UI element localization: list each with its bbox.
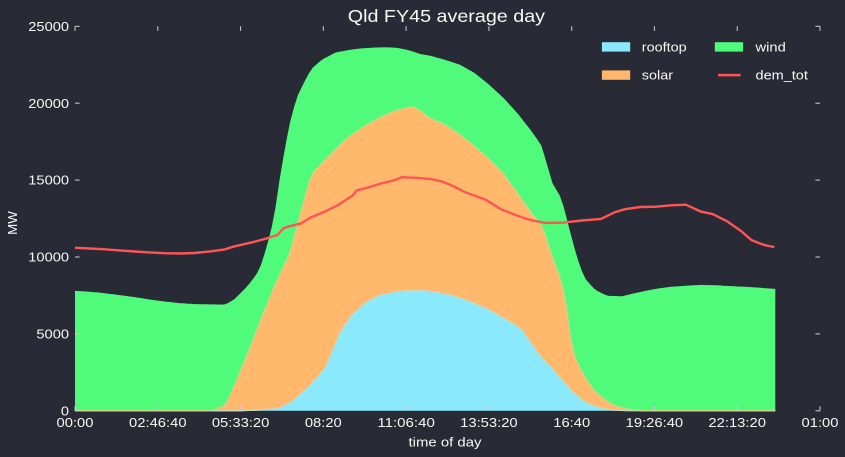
svg-text:02:46:40: 02:46:40 xyxy=(129,415,187,430)
svg-text:Qld FY45 average day: Qld FY45 average day xyxy=(348,6,545,26)
svg-text:01:00: 01:00 xyxy=(802,415,839,430)
svg-text:5000: 5000 xyxy=(36,327,69,342)
svg-text:25000: 25000 xyxy=(28,19,69,34)
svg-text:0: 0 xyxy=(61,403,69,418)
svg-text:10000: 10000 xyxy=(28,250,69,265)
svg-text:time of day: time of day xyxy=(409,435,483,450)
svg-text:19:26:40: 19:26:40 xyxy=(626,415,684,430)
svg-text:00:00: 00:00 xyxy=(57,415,94,430)
svg-text:rooftop: rooftop xyxy=(642,40,687,55)
svg-text:MW: MW xyxy=(5,210,20,235)
svg-text:11:06:40: 11:06:40 xyxy=(377,415,435,430)
svg-text:22:13:20: 22:13:20 xyxy=(708,415,766,430)
svg-text:16:40: 16:40 xyxy=(553,415,590,430)
svg-text:solar: solar xyxy=(642,68,674,83)
svg-text:05:33:20: 05:33:20 xyxy=(212,415,270,430)
svg-text:wind: wind xyxy=(754,40,785,55)
svg-text:15000: 15000 xyxy=(28,173,69,188)
svg-text:13:53:20: 13:53:20 xyxy=(460,415,518,430)
svg-text:20000: 20000 xyxy=(28,96,69,111)
svg-text:dem_tot: dem_tot xyxy=(756,68,809,83)
svg-text:08:20: 08:20 xyxy=(305,415,342,430)
